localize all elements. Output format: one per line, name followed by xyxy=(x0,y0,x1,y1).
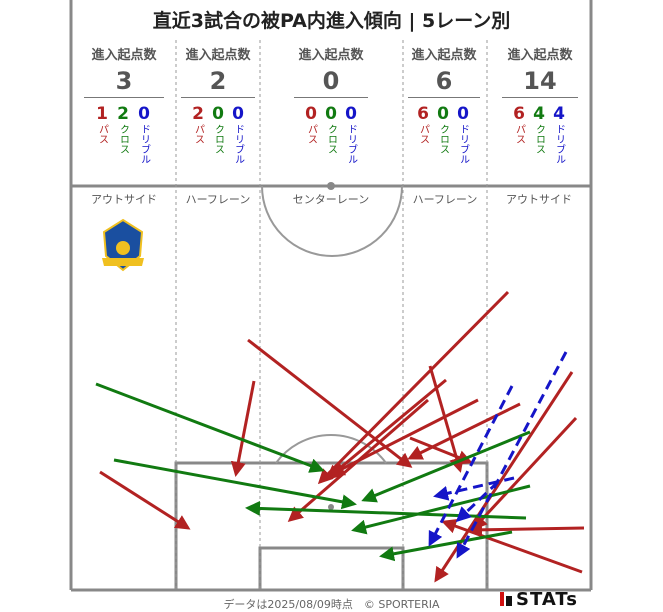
stats-logo: STATs xyxy=(500,589,578,610)
dribble-arrow xyxy=(428,385,514,547)
pitch-arcs xyxy=(261,185,403,464)
lane-header-1: 進入起点数 3 xyxy=(78,44,170,98)
cross-arrows xyxy=(95,382,531,562)
pass-arrow xyxy=(325,378,447,480)
cross-arrow xyxy=(379,530,513,562)
breakdown-cross: 0 クロス xyxy=(437,104,449,154)
penalty-spot xyxy=(328,504,334,510)
cross-arrow xyxy=(351,484,531,535)
pass-arrow xyxy=(230,380,256,477)
lane-name: アウトサイド xyxy=(91,193,157,206)
page-title: 直近3試合の被PA内進入傾向 | 5レーン別 xyxy=(152,10,511,32)
cross-arrow xyxy=(113,458,357,510)
lane-name: ハーフレーン xyxy=(185,193,251,206)
breakdown-pass: 6 パス xyxy=(417,104,429,144)
breakdown-pass: 2 パス xyxy=(192,104,204,144)
cross-arrow xyxy=(361,430,531,503)
lane-name: アウトサイド xyxy=(506,193,572,206)
pass-arrow xyxy=(317,290,510,485)
cross-arrow xyxy=(95,382,325,473)
lane-total: 2 xyxy=(209,67,227,95)
dribble-arrow xyxy=(455,480,500,523)
shield-crest-icon xyxy=(102,218,144,272)
breakdown-dribble: 0 ドリブル xyxy=(138,104,150,164)
lane-total: 3 xyxy=(115,67,133,95)
pass-arrows xyxy=(99,290,585,583)
lane-total: 0 xyxy=(322,67,340,95)
pass-arrow xyxy=(329,398,479,476)
divider xyxy=(502,97,578,98)
pass-arrow xyxy=(247,338,413,468)
lane-header-label: 進入起点数 xyxy=(91,48,157,63)
dribble-arrow xyxy=(433,476,515,501)
lane-header-3: 進入起点数 0 xyxy=(288,44,374,98)
lane-name: ハーフレーン xyxy=(412,193,478,206)
pass-arrow xyxy=(99,470,191,530)
breakdown-cross: 2 クロス xyxy=(117,104,129,154)
pass-arrow xyxy=(407,402,521,460)
breakdown-pass: 0 パス xyxy=(305,104,317,144)
breakdown-pass: 1 パス xyxy=(96,104,108,144)
pass-arrow xyxy=(441,519,583,574)
lane-name: センターレーン xyxy=(292,193,370,206)
dribble-arrow xyxy=(456,351,568,559)
footer-note: データは2025/08/09時点 © SPORTERIA xyxy=(223,598,440,611)
stats-brand-text: STATs xyxy=(516,589,578,610)
center-spot xyxy=(327,182,335,190)
stats-logo-icon xyxy=(500,592,512,606)
breakdown-dribble: 0 ドリブル xyxy=(345,104,357,164)
lane-header-label: 進入起点数 xyxy=(185,48,251,63)
lane-total: 14 xyxy=(523,67,557,95)
breakdown-dribble: 0 ドリブル xyxy=(457,104,469,164)
lane-header-5: 進入起点数 14 xyxy=(496,44,584,98)
lane-header-4: 進入起点数 6 xyxy=(402,44,486,98)
divider xyxy=(408,97,480,98)
lane-header-label: 進入起点数 xyxy=(298,48,364,63)
pass-arrow xyxy=(467,522,585,538)
breakdown-pass: 6 パス xyxy=(513,104,525,144)
lane-total: 6 xyxy=(435,67,453,95)
breakdown-cross: 0 クロス xyxy=(325,104,337,154)
dribble-arrows xyxy=(428,351,568,559)
pass-arrow xyxy=(471,416,578,531)
lane-header-2: 進入起点数 2 xyxy=(175,44,261,98)
breakdown-dribble: 0 ドリブル xyxy=(232,104,244,164)
divider xyxy=(84,97,164,98)
pass-arrow xyxy=(409,436,473,465)
breakdown-dribble: 4 ドリブル xyxy=(553,104,565,164)
lane-header-label: 進入起点数 xyxy=(411,48,477,63)
breakdown-cross: 4 クロス xyxy=(533,104,545,154)
lane-header-label: 進入起点数 xyxy=(507,48,573,63)
divider xyxy=(294,97,368,98)
divider xyxy=(181,97,255,98)
breakdown-cross: 0 クロス xyxy=(212,104,224,154)
